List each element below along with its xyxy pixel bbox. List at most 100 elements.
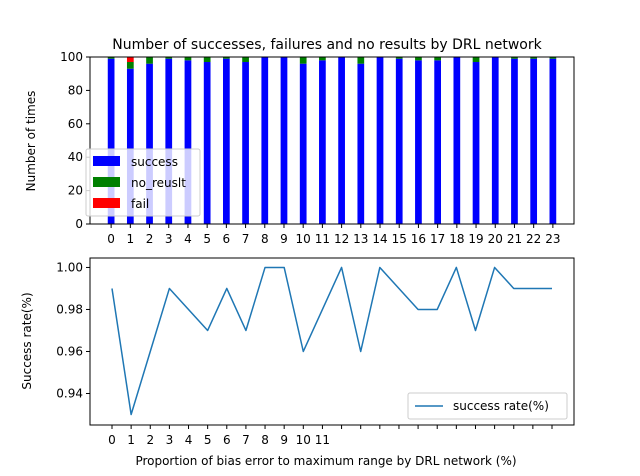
chart-title: Number of successes, failures and no res…: [112, 37, 542, 53]
x-tick-label: 0: [107, 232, 115, 246]
series-line-success-rate: [111, 266, 552, 416]
x-tick-label: 22: [526, 232, 541, 246]
x-tick-label: 0: [108, 433, 116, 447]
bar-success-10: [299, 63, 307, 225]
bar-no-reuslt-13: [357, 57, 365, 64]
plot-frame-top: [89, 56, 575, 225]
legend-swatch-fail: [93, 198, 120, 208]
y-tick-label: 60: [68, 117, 83, 131]
x-tick-label: 11: [315, 433, 330, 447]
legend-swatch-no-result: [93, 177, 120, 187]
bar-no-reuslt-3: [165, 57, 173, 59]
y-tick-label: 40: [68, 150, 83, 164]
bar-success-8: [261, 57, 269, 224]
x-tick-label: 12: [334, 232, 349, 246]
bar-success-11: [319, 60, 326, 225]
y-axis-label-bottom: Success rate(%): [20, 292, 34, 389]
bar-success-2: [146, 63, 153, 225]
y-tick-label: 0.98: [56, 302, 83, 316]
bar-success-0: [107, 58, 115, 224]
y-tick-label: 80: [68, 83, 83, 97]
bar-no-reuslt-10: [299, 57, 307, 64]
x-tick-label: 3: [165, 232, 173, 246]
x-tick-label: 9: [280, 232, 288, 246]
bar-no-reuslt-0: [107, 57, 115, 59]
bar-success-19: [472, 62, 480, 225]
x-tick-label: 13: [353, 232, 368, 246]
bar-no-reuslt-6: [223, 57, 230, 59]
x-tick-label: 11: [315, 232, 330, 246]
legend-label-fail: fail: [131, 197, 149, 211]
stacked-bar-chart: Number of successes, failures and no res…: [24, 37, 575, 246]
bar-success-1: [126, 68, 134, 224]
bar-success-17: [434, 60, 441, 225]
bar-no-reuslt-17: [434, 57, 441, 61]
legend-box: [407, 392, 568, 420]
x-tick-label: 6: [223, 433, 231, 447]
legend-swatch-success: [93, 156, 120, 166]
y-tick-label: 0.96: [56, 344, 83, 358]
x-tick-label: 1: [127, 232, 135, 246]
x-tick-label: 18: [449, 232, 464, 246]
bar-no-reuslt-22: [530, 57, 538, 59]
bar-no-reuslt-19: [472, 57, 480, 63]
bar-no-reuslt-1: [126, 62, 134, 69]
y-tick-label: 0.94: [56, 386, 83, 400]
x-ticks-bottom: 0 1 2 3 4 5 6 7 8 9 10 11: [108, 425, 553, 447]
bar-no-reuslt-16: [415, 57, 422, 61]
x-tick-label: 10: [296, 433, 311, 447]
bar-success-5: [203, 62, 211, 225]
x-tick-label: 8: [261, 232, 269, 246]
bar-no-reuslt-4: [184, 57, 192, 61]
y-tick-label: 1.00: [56, 260, 83, 274]
x-tick-label: 16: [411, 232, 426, 246]
y-tick-label: 20: [68, 184, 83, 198]
bar-no-reuslt-7: [242, 57, 249, 63]
x-tick-label: 19: [468, 232, 483, 246]
y-tick-label: 0: [75, 217, 83, 231]
x-axis-label-bottom: Proportion of bias error to maximum rang…: [135, 454, 516, 468]
x-tick-label: 7: [242, 232, 250, 246]
x-tick-label: 4: [184, 232, 192, 246]
x-tick-label: 2: [146, 433, 154, 447]
y-axis-label-top: Number of times: [24, 91, 38, 192]
bar-success-12: [338, 57, 345, 224]
bar-success-23: [549, 58, 557, 224]
bar-no-reuslt-21: [511, 57, 518, 59]
x-tick-label: 17: [430, 232, 445, 246]
x-tick-label: 9: [280, 433, 288, 447]
x-tick-label: 14: [372, 232, 387, 246]
bar-success-14: [376, 57, 384, 224]
x-tick-label: 1: [127, 433, 135, 447]
bar-success-22: [530, 58, 538, 224]
bar-success-15: [395, 58, 403, 224]
x-tick-label: 6: [223, 232, 231, 246]
bar-success-18: [453, 57, 461, 224]
y-ticks-bottom: 0.94 0.96 0.98 1.00: [56, 260, 90, 400]
x-tick-label: 21: [507, 232, 522, 246]
x-tick-label: 10: [296, 232, 311, 246]
bars-group: [107, 57, 557, 225]
x-ticks-top: 0 1 2 3 4 5 6 7 8 9 10 11 12 13 14 15 16 17 18 19 20 21 22 23: [107, 224, 561, 246]
y-tick-label: 100: [60, 50, 83, 64]
x-tick-label: 5: [203, 232, 211, 246]
legend-label-success-rate: success rate(%): [453, 399, 549, 413]
plot-frame-bottom: [89, 257, 575, 426]
y-ticks-top: 0 20 40 60 80 100: [60, 50, 90, 231]
legend-label-no-result: no_reuslt: [131, 176, 186, 190]
x-tick-label: 7: [242, 433, 250, 447]
legend-top: success no_reuslt fail: [85, 148, 201, 217]
bar-no-reuslt-2: [146, 57, 153, 64]
bar-success-9: [280, 57, 288, 224]
bar-success-16: [415, 60, 422, 225]
x-tick-label: 2: [146, 232, 154, 246]
bar-success-20: [491, 57, 499, 224]
x-tick-label: 8: [261, 433, 269, 447]
x-tick-label: 23: [545, 232, 560, 246]
bar-success-21: [511, 58, 518, 224]
bar-fail-1: [126, 57, 134, 63]
x-tick-label: 3: [166, 433, 174, 447]
bar-success-7: [242, 62, 249, 225]
bar-no-reuslt-5: [203, 57, 211, 63]
bar-success-13: [357, 63, 365, 225]
